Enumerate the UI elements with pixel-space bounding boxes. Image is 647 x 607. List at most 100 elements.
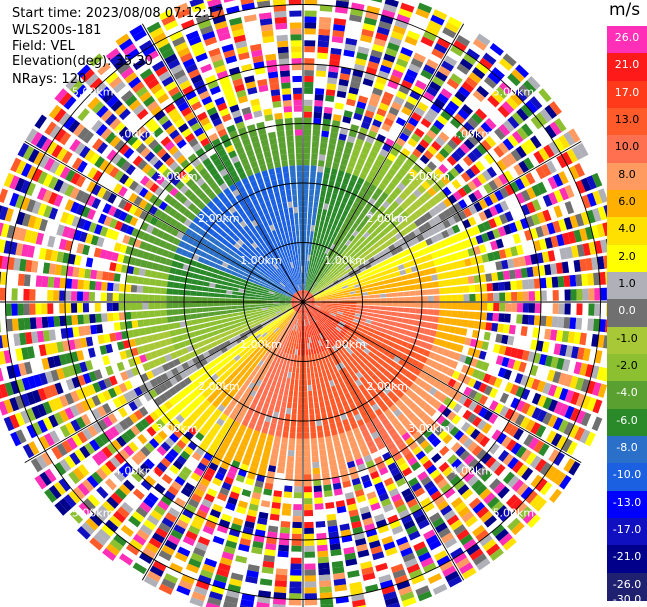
range-gate bbox=[423, 268, 431, 276]
range-gate bbox=[408, 153, 419, 163]
range-gate bbox=[214, 315, 222, 321]
range-gate bbox=[41, 452, 53, 466]
range-gate bbox=[115, 331, 123, 341]
range-gate bbox=[373, 81, 386, 91]
range-gate bbox=[321, 316, 327, 321]
range-gate bbox=[293, 498, 302, 505]
range-gate bbox=[340, 438, 349, 446]
range-gate bbox=[335, 262, 341, 269]
range-gate bbox=[418, 551, 432, 563]
range-gate bbox=[471, 265, 480, 275]
range-gate bbox=[402, 467, 413, 477]
range-gate bbox=[396, 317, 403, 323]
range-gate bbox=[294, 349, 298, 356]
range-gate bbox=[305, 284, 308, 291]
range-gate bbox=[566, 148, 578, 163]
range-gate bbox=[306, 285, 310, 291]
range-gate bbox=[257, 285, 265, 289]
range-gate bbox=[312, 274, 317, 281]
range-gate bbox=[178, 296, 185, 302]
range-gate bbox=[333, 279, 339, 284]
range-gate bbox=[431, 140, 442, 151]
range-gate bbox=[267, 337, 273, 344]
range-gate bbox=[388, 353, 396, 360]
range-gate bbox=[405, 472, 416, 482]
range-gate bbox=[390, 316, 397, 322]
range-gate bbox=[518, 84, 532, 98]
range-gate bbox=[393, 472, 404, 482]
range-gate bbox=[366, 283, 373, 289]
range-gate bbox=[190, 308, 197, 314]
range-gate bbox=[252, 455, 261, 463]
range-gate bbox=[316, 58, 328, 66]
range-gate bbox=[352, 230, 359, 237]
range-gate bbox=[419, 169, 429, 180]
range-gate bbox=[328, 453, 336, 461]
range-gate bbox=[463, 398, 473, 409]
range-gate bbox=[270, 324, 277, 330]
range-gate bbox=[412, 445, 423, 456]
range-gate bbox=[512, 360, 522, 371]
range-gate bbox=[199, 477, 211, 488]
range-gate bbox=[176, 455, 187, 466]
range-gate bbox=[219, 557, 233, 566]
range-gate bbox=[402, 280, 409, 286]
range-gate bbox=[342, 262, 350, 269]
range-gate bbox=[217, 466, 228, 476]
range-gate bbox=[249, 293, 256, 297]
range-gate bbox=[362, 302, 369, 306]
range-gate bbox=[330, 312, 337, 317]
range-gate bbox=[417, 347, 425, 355]
range-gate bbox=[404, 398, 414, 407]
range-gate bbox=[304, 307, 307, 314]
range-gate bbox=[163, 400, 173, 410]
range-gate bbox=[604, 271, 607, 285]
range-gate bbox=[436, 179, 446, 189]
range-gate bbox=[494, 464, 506, 477]
range-gate bbox=[520, 388, 531, 401]
range-gate bbox=[172, 282, 180, 289]
range-gate bbox=[391, 162, 401, 172]
range-gate bbox=[30, 331, 39, 344]
range-gate bbox=[310, 311, 315, 317]
range-gate bbox=[417, 101, 429, 112]
range-gate bbox=[303, 373, 307, 380]
range-gate bbox=[370, 49, 383, 59]
range-gate bbox=[97, 505, 111, 518]
range-gate bbox=[515, 348, 524, 360]
range-gate bbox=[428, 351, 437, 360]
range-gate bbox=[570, 391, 580, 406]
range-gate bbox=[173, 428, 183, 439]
range-gate bbox=[330, 275, 337, 281]
range-gate bbox=[427, 433, 437, 443]
range-gate bbox=[290, 420, 297, 427]
range-gate bbox=[365, 242, 373, 250]
range-gate bbox=[305, 290, 308, 297]
range-gate bbox=[239, 368, 247, 376]
range-gate bbox=[314, 305, 320, 309]
range-gate bbox=[580, 378, 590, 393]
range-gate bbox=[442, 271, 450, 279]
range-gate bbox=[483, 385, 493, 396]
range-gate bbox=[327, 327, 333, 333]
range-gate bbox=[183, 568, 198, 580]
range-gate bbox=[408, 530, 421, 541]
range-gate bbox=[365, 175, 374, 184]
range-gate bbox=[58, 353, 68, 366]
range-gate bbox=[412, 406, 422, 416]
range-gate bbox=[468, 94, 482, 107]
range-gate bbox=[408, 168, 418, 178]
range-gate bbox=[447, 194, 458, 204]
range-gate bbox=[489, 262, 497, 272]
range-gate bbox=[372, 317, 379, 322]
range-gate bbox=[295, 312, 299, 319]
range-gate bbox=[295, 450, 303, 457]
range-gate bbox=[391, 311, 398, 317]
range-gate bbox=[243, 299, 250, 302]
range-gate bbox=[343, 344, 350, 351]
range-gate bbox=[386, 602, 401, 607]
range-gate bbox=[511, 291, 518, 301]
range-gate bbox=[321, 472, 331, 480]
range-gate bbox=[225, 294, 232, 298]
range-gate bbox=[538, 501, 552, 516]
